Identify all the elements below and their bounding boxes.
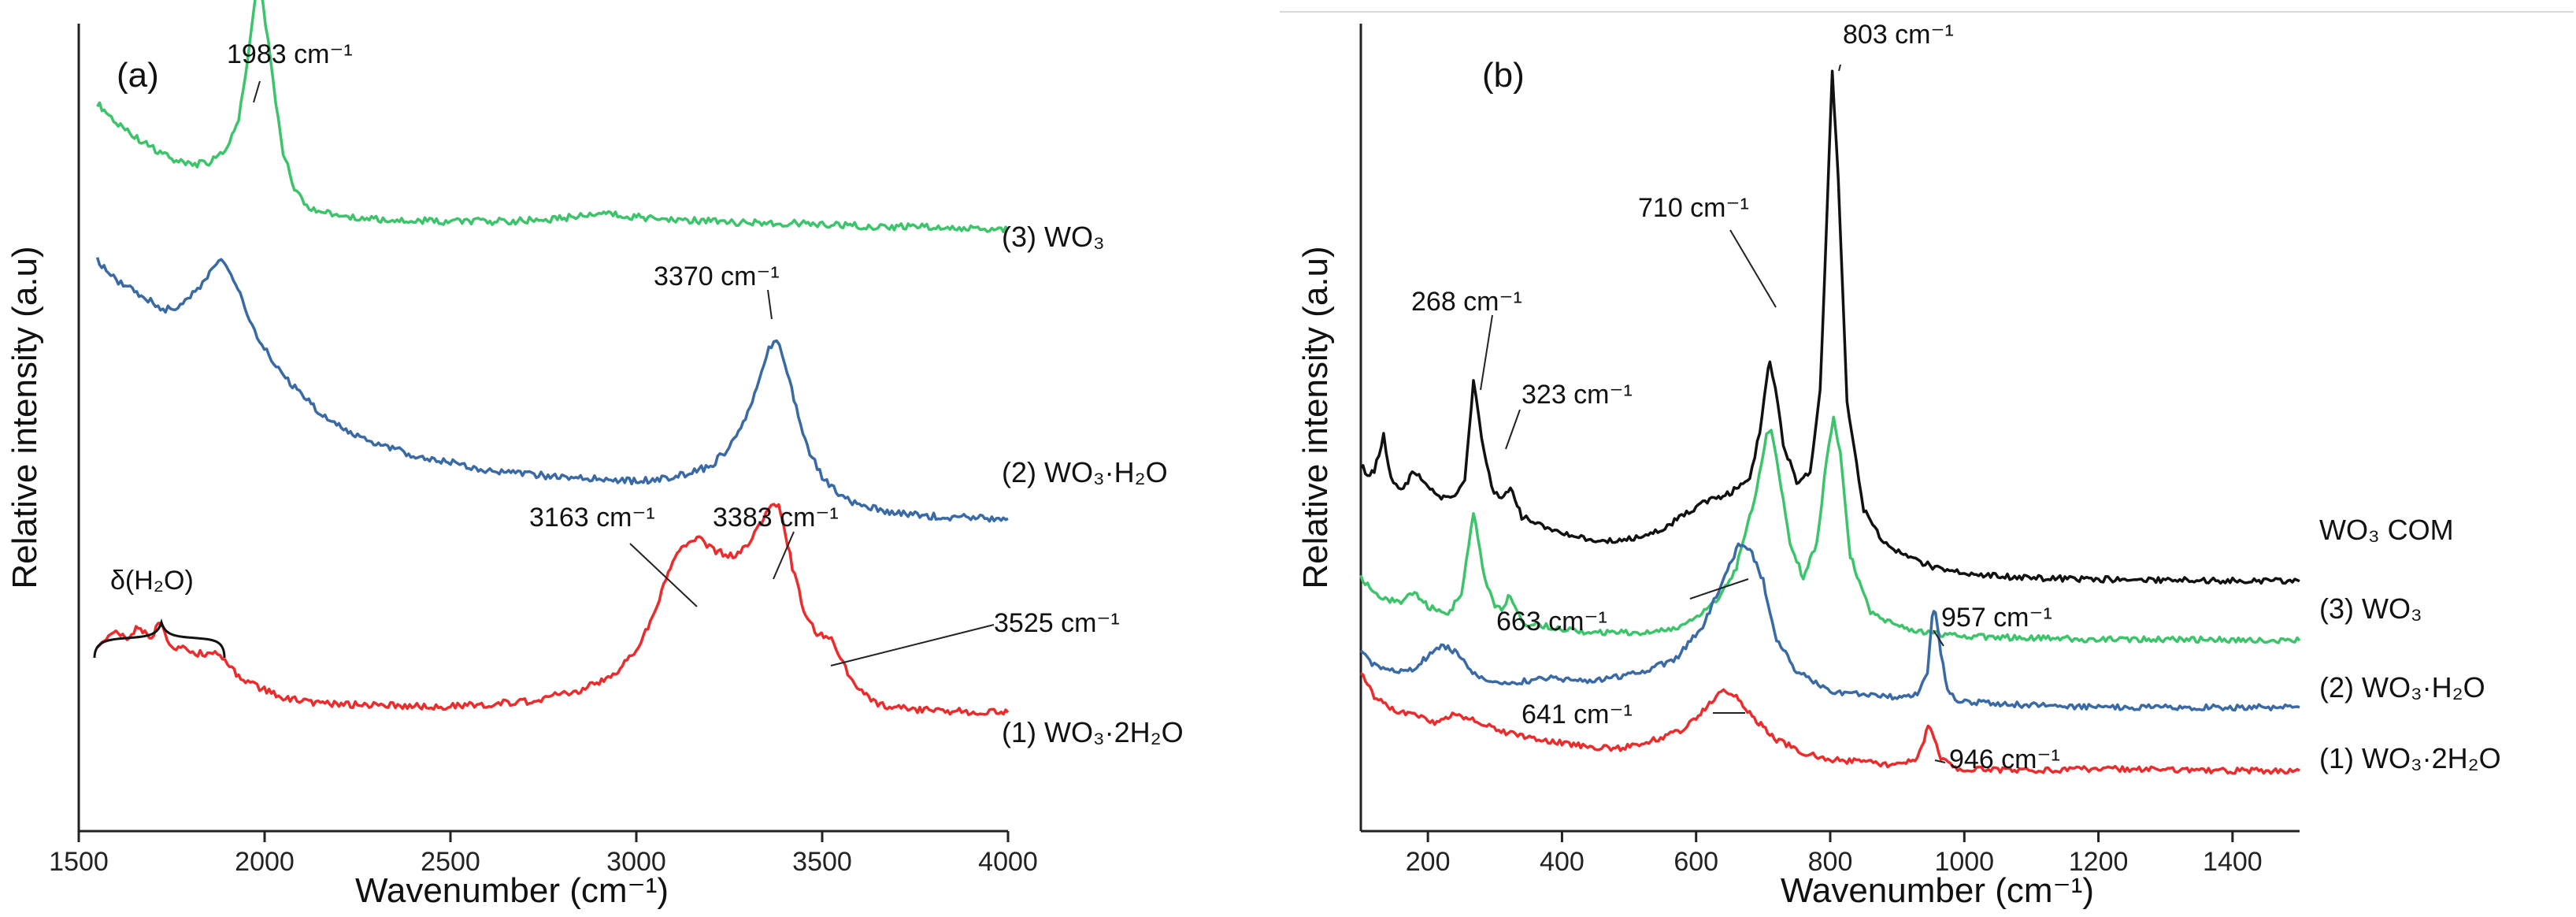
annotation-803: 803 cm⁻¹ [1843, 20, 1954, 50]
series-label-wo3: (3) WO₃ [2319, 592, 2422, 625]
x-tick-label: 800 [1808, 847, 1853, 877]
panel-a: 1500 2000 2500 3000 3500 4000 (a) Wavenumber … [6, 0, 1184, 910]
x-tick-label: 1200 [2069, 847, 2129, 877]
annotation-3370: 3370 cm⁻¹ [654, 262, 780, 291]
x-tick-label: 1500 [49, 847, 109, 877]
leader-710 [1729, 229, 1777, 308]
x-tick-label: 400 [1540, 847, 1585, 877]
x-tick-label: 200 [1406, 847, 1451, 877]
x-tick-label: 1000 [1934, 847, 1994, 877]
x-tick-label: 4000 [978, 847, 1038, 877]
x-tick-label: 2500 [421, 847, 480, 877]
annotation-323: 323 cm⁻¹ [1522, 380, 1633, 410]
leader-323 [1505, 409, 1521, 450]
annotation-delta-h2o: δ(H₂O) [110, 566, 194, 596]
annotation-946: 946 cm⁻¹ [1949, 744, 2060, 774]
annotation-268: 268 cm⁻¹ [1411, 287, 1522, 317]
panel-b: 200 400 600 800 1000 1200 1400 (b) Wavenumber … [1296, 20, 2501, 910]
series-label-wo3-2h2o: (1) WO₃·2H₂O [1002, 716, 1184, 748]
leader-957 [1933, 629, 1944, 647]
x-tick-label: 2000 [235, 847, 295, 877]
leader-3383 [773, 531, 795, 580]
panel-label: (b) [1482, 56, 1525, 95]
annotation-957: 957 cm⁻¹ [1941, 603, 2052, 633]
annotation-3525: 3525 cm⁻¹ [994, 608, 1120, 638]
annotation-663: 663 cm⁻¹ [1496, 607, 1607, 637]
brace-icon [93, 618, 226, 659]
leader-946 [1934, 759, 1946, 763]
x-tick-label: 600 [1673, 847, 1718, 877]
x-ticks: 200 400 600 800 1000 1200 1400 [1406, 831, 2263, 877]
x-tick-label: 3000 [606, 847, 666, 877]
y-axis-label: Relative intensity (a.u) [1296, 246, 1335, 588]
series-group [95, 0, 1010, 716]
leader-1983 [253, 80, 261, 103]
x-ticks: 1500 2000 2500 3000 3500 4000 [49, 831, 1038, 877]
leader-268 [1480, 314, 1493, 391]
series-line [96, 0, 1010, 234]
leader-3163 [629, 543, 698, 607]
series-label-wo3-h2o: (2) WO₃·H₂O [2319, 671, 2485, 704]
series-line [1359, 542, 2300, 712]
annotation-1983: 1983 cm⁻¹ [227, 39, 353, 69]
series-line [1360, 672, 2300, 775]
x-axis-label: Wavenumber (cm⁻¹) [355, 871, 669, 910]
series-line [1359, 415, 2301, 644]
series-label-wo3-h2o: (2) WO₃·H₂O [1002, 456, 1168, 488]
series-line [95, 257, 1009, 523]
series-line [96, 503, 1010, 716]
series-label-wo3-2h2o: (1) WO₃·2H₂O [2319, 742, 2501, 774]
x-tick-label: 3500 [792, 847, 852, 877]
leader-803 [1838, 64, 1841, 72]
annotation-710: 710 cm⁻¹ [1638, 193, 1749, 223]
series-line [1359, 69, 2300, 585]
annotation-3383: 3383 cm⁻¹ [713, 503, 839, 533]
leader-663 [1689, 578, 1749, 600]
x-axis-label: Wavenumber (cm⁻¹) [1781, 871, 2094, 910]
leader-3370 [767, 289, 773, 320]
annotation-3163: 3163 cm⁻¹ [529, 503, 655, 533]
series-label-wo3: (3) WO₃ [1002, 221, 1105, 253]
annotation-641: 641 cm⁻¹ [1522, 700, 1633, 730]
series-group [1359, 69, 2301, 775]
leader-3525 [830, 624, 995, 666]
x-tick-label: 1400 [2203, 847, 2263, 877]
panel-label: (a) [117, 56, 159, 95]
series-label-wo3-com: WO₃ COM [2319, 514, 2454, 546]
y-axis-label: Relative intensity (a.u) [6, 246, 44, 588]
